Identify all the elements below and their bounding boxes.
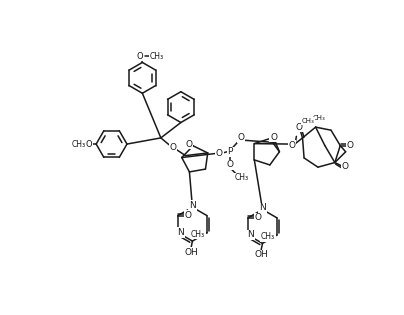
Text: CH₃: CH₃ [191, 230, 205, 239]
Text: P: P [227, 147, 233, 156]
Text: O: O [186, 140, 193, 149]
Text: CH₃: CH₃ [150, 52, 164, 61]
Text: CH₃: CH₃ [235, 174, 249, 182]
Text: OH: OH [254, 250, 268, 260]
Text: O: O [288, 141, 295, 150]
Text: O: O [216, 149, 223, 158]
Text: O: O [295, 123, 302, 132]
Text: O: O [341, 162, 348, 171]
Text: CH₃: CH₃ [261, 232, 275, 241]
Text: O: O [86, 140, 93, 149]
Text: OH: OH [184, 248, 198, 257]
Text: O: O [137, 52, 143, 61]
Text: O: O [227, 160, 234, 169]
Text: O: O [170, 143, 177, 152]
Text: N: N [259, 203, 266, 213]
Text: N: N [248, 230, 254, 239]
Text: O: O [347, 141, 354, 150]
Text: O: O [238, 133, 244, 142]
Text: CH₃: CH₃ [313, 115, 326, 121]
Text: O: O [270, 133, 277, 141]
Text: CH₃: CH₃ [301, 118, 314, 124]
Text: CH₃: CH₃ [72, 140, 86, 149]
Text: O: O [255, 214, 261, 222]
Text: N: N [189, 201, 196, 210]
Text: N: N [177, 228, 184, 237]
Text: O: O [184, 211, 191, 220]
